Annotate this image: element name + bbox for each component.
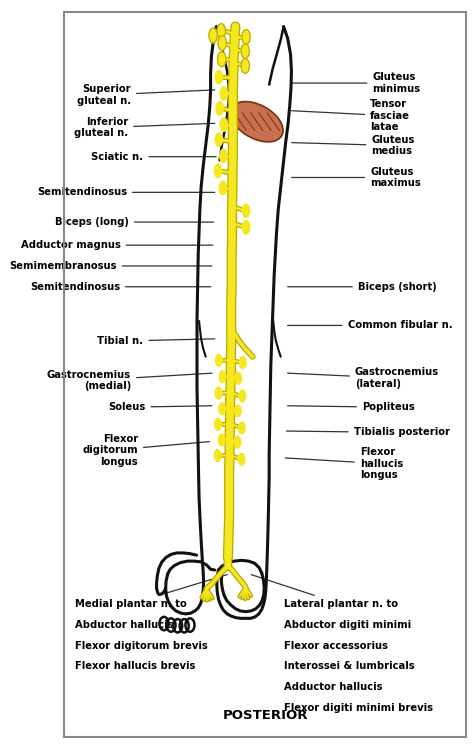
Text: Lateral plantar n. to: Lateral plantar n. to <box>251 574 398 609</box>
Text: Interossei & lumbricals: Interossei & lumbricals <box>283 661 414 671</box>
Circle shape <box>242 204 250 218</box>
Text: Adductor hallucis: Adductor hallucis <box>283 682 382 692</box>
Ellipse shape <box>230 102 283 142</box>
Circle shape <box>239 390 246 402</box>
Circle shape <box>219 403 226 415</box>
Text: Flexor
digitorum
longus: Flexor digitorum longus <box>82 434 210 467</box>
Circle shape <box>219 371 226 383</box>
Text: Soleus: Soleus <box>108 402 212 412</box>
Circle shape <box>219 181 227 195</box>
Circle shape <box>234 436 241 448</box>
Circle shape <box>238 422 245 434</box>
Circle shape <box>215 419 221 430</box>
Circle shape <box>218 52 226 67</box>
Text: Superior
gluteal n.: Superior gluteal n. <box>77 84 215 106</box>
Text: Flexor digitorum brevis: Flexor digitorum brevis <box>74 640 207 651</box>
Circle shape <box>219 434 225 446</box>
Circle shape <box>215 387 222 399</box>
Text: Gluteus
minimus: Gluteus minimus <box>292 72 420 94</box>
Text: POSTERIOR: POSTERIOR <box>222 709 308 723</box>
Text: Flexor accessorius: Flexor accessorius <box>283 640 388 651</box>
Text: Flexor digiti minimi brevis: Flexor digiti minimi brevis <box>283 703 433 713</box>
Text: Gluteus
maximus: Gluteus maximus <box>292 167 421 188</box>
Text: Biceps (short): Biceps (short) <box>288 282 437 292</box>
Circle shape <box>235 405 241 417</box>
Circle shape <box>217 24 226 38</box>
Text: Semitendinosus: Semitendinosus <box>30 282 211 292</box>
Circle shape <box>220 118 228 131</box>
Circle shape <box>241 58 249 73</box>
Text: Gastrocnemius
(lateral): Gastrocnemius (lateral) <box>288 368 439 389</box>
Text: Abductor hallucis: Abductor hallucis <box>74 620 173 630</box>
Text: Semimembranosus: Semimembranosus <box>9 261 212 271</box>
Text: Semitendinosus: Semitendinosus <box>37 187 215 197</box>
Circle shape <box>242 221 250 234</box>
Text: Tibial n.: Tibial n. <box>97 336 215 346</box>
Text: Flexor hallucis brevis: Flexor hallucis brevis <box>74 661 195 671</box>
Circle shape <box>214 164 222 178</box>
Text: Gluteus
medius: Gluteus medius <box>292 135 415 157</box>
Circle shape <box>241 43 249 58</box>
Circle shape <box>219 149 227 163</box>
Circle shape <box>215 70 223 84</box>
Text: Tibialis posterior: Tibialis posterior <box>286 428 450 437</box>
Circle shape <box>216 102 223 115</box>
Text: Biceps (long): Biceps (long) <box>55 217 214 227</box>
Circle shape <box>238 453 245 465</box>
Text: Adductor magnus: Adductor magnus <box>21 240 213 250</box>
Circle shape <box>216 354 222 366</box>
Text: Sciatic n.: Sciatic n. <box>91 151 216 162</box>
Text: Abductor digiti minimi: Abductor digiti minimi <box>283 620 410 630</box>
Text: Gastrocnemius
(medial): Gastrocnemius (medial) <box>47 370 212 391</box>
Circle shape <box>215 133 223 146</box>
Text: Tensor
fasciae
latae: Tensor fasciae latae <box>292 99 410 133</box>
Circle shape <box>235 372 242 384</box>
Circle shape <box>239 357 246 369</box>
Circle shape <box>242 29 250 44</box>
Circle shape <box>220 87 228 100</box>
Circle shape <box>214 449 221 461</box>
Circle shape <box>209 28 217 43</box>
Text: Popliteus: Popliteus <box>288 402 415 412</box>
Text: Inferior
gluteal n.: Inferior gluteal n. <box>74 117 215 139</box>
Text: Medial plantar n. to: Medial plantar n. to <box>74 574 228 609</box>
Text: Common fibular n.: Common fibular n. <box>288 321 452 330</box>
Text: Flexor
hallucis
longus: Flexor hallucis longus <box>285 447 403 480</box>
Circle shape <box>218 35 226 50</box>
